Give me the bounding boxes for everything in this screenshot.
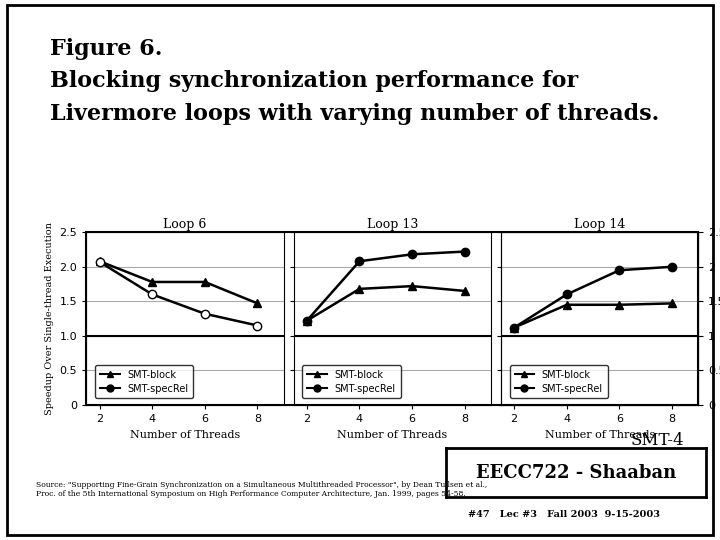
Line: SMT-block: SMT-block <box>510 299 676 332</box>
Text: SMT-4: SMT-4 <box>631 432 684 449</box>
SMT-specRel <box>148 291 156 298</box>
X-axis label: Number of Threads: Number of Threads <box>337 430 448 440</box>
SMT-block <box>201 279 210 285</box>
SMT-block <box>302 318 311 324</box>
SMT-specRel <box>408 251 416 258</box>
SMT-specRel <box>95 259 104 265</box>
Y-axis label: Speedup Over Single-thread Execution: Speedup Over Single-thread Execution <box>45 222 54 415</box>
Legend: SMT-block, SMT-specRel: SMT-block, SMT-specRel <box>510 365 608 399</box>
SMT-block <box>408 283 416 289</box>
SMT-block <box>562 301 571 308</box>
Title: Loop 14: Loop 14 <box>574 218 626 231</box>
Legend: SMT-block, SMT-specRel: SMT-block, SMT-specRel <box>95 365 193 399</box>
Text: Blocking synchronization performance for: Blocking synchronization performance for <box>50 70 579 92</box>
Text: EECC722 - Shaaban: EECC722 - Shaaban <box>476 463 676 482</box>
Title: Loop 13: Loop 13 <box>366 218 418 231</box>
SMT-block <box>510 325 518 331</box>
SMT-block <box>253 300 262 307</box>
SMT-block <box>95 258 104 265</box>
Title: Loop 6: Loop 6 <box>163 218 207 231</box>
SMT-specRel <box>201 310 210 317</box>
SMT-specRel <box>562 291 571 298</box>
Text: #47   Lec #3   Fall 2003  9-15-2003: #47 Lec #3 Fall 2003 9-15-2003 <box>468 510 660 519</box>
Text: Figure 6.: Figure 6. <box>50 38 163 60</box>
SMT-specRel <box>510 325 518 331</box>
SMT-specRel <box>461 248 469 255</box>
Legend: SMT-block, SMT-specRel: SMT-block, SMT-specRel <box>302 365 400 399</box>
Line: SMT-block: SMT-block <box>302 282 469 325</box>
SMT-block <box>615 301 624 308</box>
Line: SMT-specRel: SMT-specRel <box>95 258 261 330</box>
SMT-block <box>148 279 156 285</box>
SMT-specRel <box>302 318 311 324</box>
Line: SMT-block: SMT-block <box>95 257 261 308</box>
SMT-specRel <box>355 258 364 265</box>
SMT-specRel <box>615 267 624 273</box>
SMT-specRel <box>667 264 676 270</box>
SMT-specRel <box>253 322 262 329</box>
Line: SMT-specRel: SMT-specRel <box>510 262 676 332</box>
Text: Livermore loops with varying number of threads.: Livermore loops with varying number of t… <box>50 103 660 125</box>
X-axis label: Number of Threads: Number of Threads <box>130 430 240 440</box>
Text: Source: "Supporting Fine-Grain Synchronization on a Simultaneous Multithreaded P: Source: "Supporting Fine-Grain Synchroni… <box>36 481 487 498</box>
SMT-block <box>461 288 469 294</box>
Line: SMT-specRel: SMT-specRel <box>302 247 469 325</box>
SMT-block <box>667 300 676 307</box>
X-axis label: Number of Threads: Number of Threads <box>544 430 654 440</box>
SMT-block <box>355 286 364 292</box>
